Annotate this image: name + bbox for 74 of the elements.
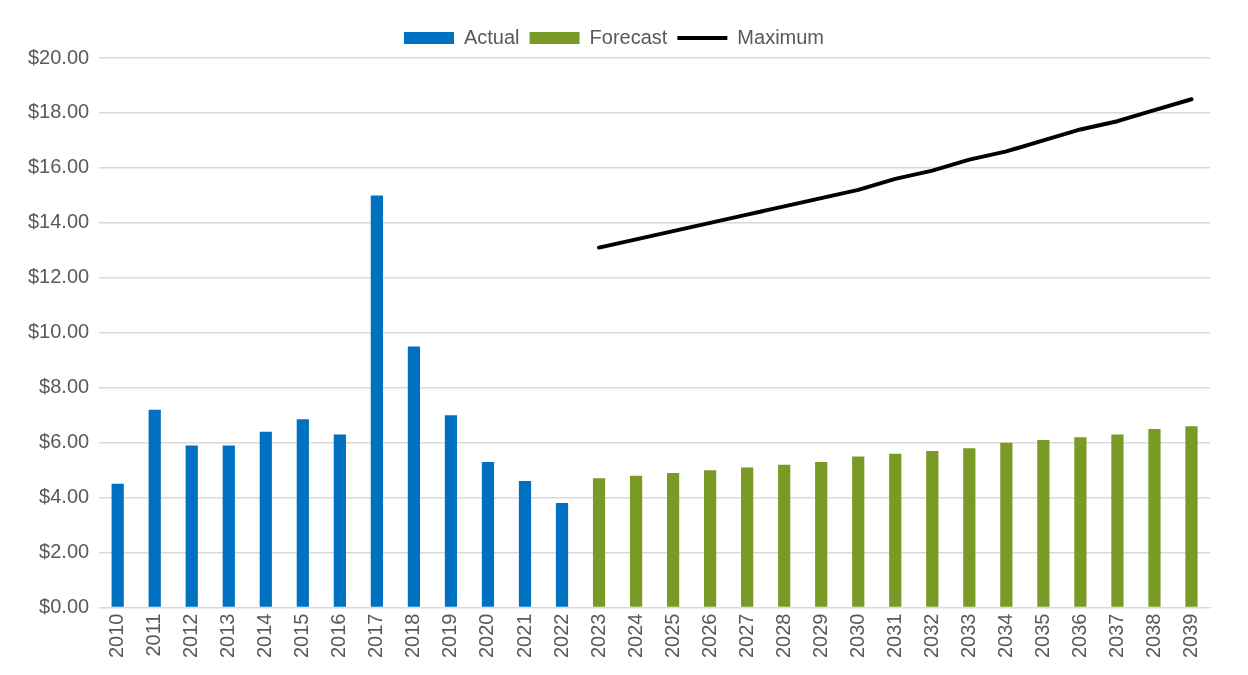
x-tick-label: 2011 bbox=[142, 613, 165, 657]
bar bbox=[407, 346, 421, 607]
bar bbox=[370, 195, 383, 607]
y-tick-label: $8.00 bbox=[39, 375, 90, 398]
y-tick-label: $12.00 bbox=[28, 265, 90, 288]
y-tick-label: $4.00 bbox=[39, 485, 90, 508]
x-tick-label: 2014 bbox=[253, 613, 276, 659]
bar bbox=[259, 431, 272, 607]
bar bbox=[778, 464, 791, 607]
x-tick-label: 2027 bbox=[734, 613, 757, 659]
bar bbox=[1185, 426, 1198, 607]
bar bbox=[852, 456, 865, 607]
y-tick-label: $20.00 bbox=[28, 45, 90, 68]
bar bbox=[185, 445, 198, 607]
x-tick-label: 2026 bbox=[697, 613, 720, 659]
x-tick-label: 2024 bbox=[623, 613, 646, 659]
x-tick-label: 2030 bbox=[845, 613, 868, 659]
bar bbox=[704, 470, 717, 607]
bar bbox=[1111, 434, 1124, 607]
y-tick-label: $14.00 bbox=[28, 210, 90, 233]
bar bbox=[1000, 442, 1013, 607]
bar bbox=[963, 448, 976, 607]
y-tick-label: $6.00 bbox=[39, 430, 90, 453]
bar bbox=[518, 481, 532, 607]
bar bbox=[555, 503, 569, 607]
x-tick-label: 2032 bbox=[919, 613, 942, 659]
bar bbox=[666, 472, 680, 607]
bar bbox=[333, 434, 346, 607]
x-tick-label: 2037 bbox=[1104, 613, 1127, 659]
x-tick-label: 2036 bbox=[1067, 613, 1090, 659]
bar bbox=[815, 461, 828, 607]
y-tick-label: $16.00 bbox=[28, 155, 90, 178]
x-tick-label: 2034 bbox=[993, 613, 1016, 659]
bar bbox=[1074, 437, 1087, 607]
x-tick-label: 2031 bbox=[882, 613, 905, 659]
x-tick-label: 2015 bbox=[290, 613, 313, 659]
x-tick-label: 2022 bbox=[549, 613, 572, 659]
x-tick-label: 2025 bbox=[660, 613, 683, 659]
x-tick-label: 2023 bbox=[586, 613, 609, 659]
bar bbox=[926, 450, 939, 607]
x-tick-label: 2035 bbox=[1030, 613, 1053, 659]
legend-label: Actual bbox=[463, 25, 520, 48]
bar bbox=[1037, 439, 1050, 607]
x-tick-label: 2016 bbox=[327, 613, 350, 659]
y-tick-label: $2.00 bbox=[39, 540, 90, 563]
x-tick-label: 2010 bbox=[105, 613, 128, 659]
x-tick-label: 2029 bbox=[808, 613, 831, 659]
x-tick-label: 2018 bbox=[401, 613, 424, 659]
x-tick-label: 2039 bbox=[1179, 613, 1201, 659]
x-tick-label: 2017 bbox=[364, 613, 387, 659]
bar bbox=[111, 483, 124, 607]
bar bbox=[592, 478, 606, 607]
legend-label: Forecast bbox=[589, 25, 668, 48]
y-tick-label: $0.00 bbox=[39, 595, 90, 618]
bar bbox=[222, 445, 235, 607]
x-tick-label: 2013 bbox=[216, 613, 239, 659]
bar bbox=[481, 461, 495, 607]
x-tick-label: 2028 bbox=[771, 613, 794, 659]
legend-label: Maximum bbox=[737, 25, 825, 48]
bar bbox=[629, 475, 643, 607]
bar bbox=[148, 409, 161, 607]
x-tick-label: 2021 bbox=[512, 613, 535, 659]
y-tick-label: $18.00 bbox=[28, 100, 90, 123]
y-tick-label: $10.00 bbox=[28, 320, 90, 343]
x-tick-label: 2033 bbox=[956, 613, 979, 659]
x-tick-label: 2012 bbox=[179, 613, 202, 659]
x-tick-label: 2020 bbox=[475, 613, 498, 659]
x-tick-label: 2019 bbox=[438, 613, 461, 659]
bar bbox=[741, 467, 754, 607]
x-tick-label: 2038 bbox=[1141, 613, 1164, 659]
bar bbox=[444, 415, 458, 607]
bar bbox=[296, 419, 309, 607]
bar bbox=[889, 453, 902, 607]
bar bbox=[1148, 428, 1161, 607]
